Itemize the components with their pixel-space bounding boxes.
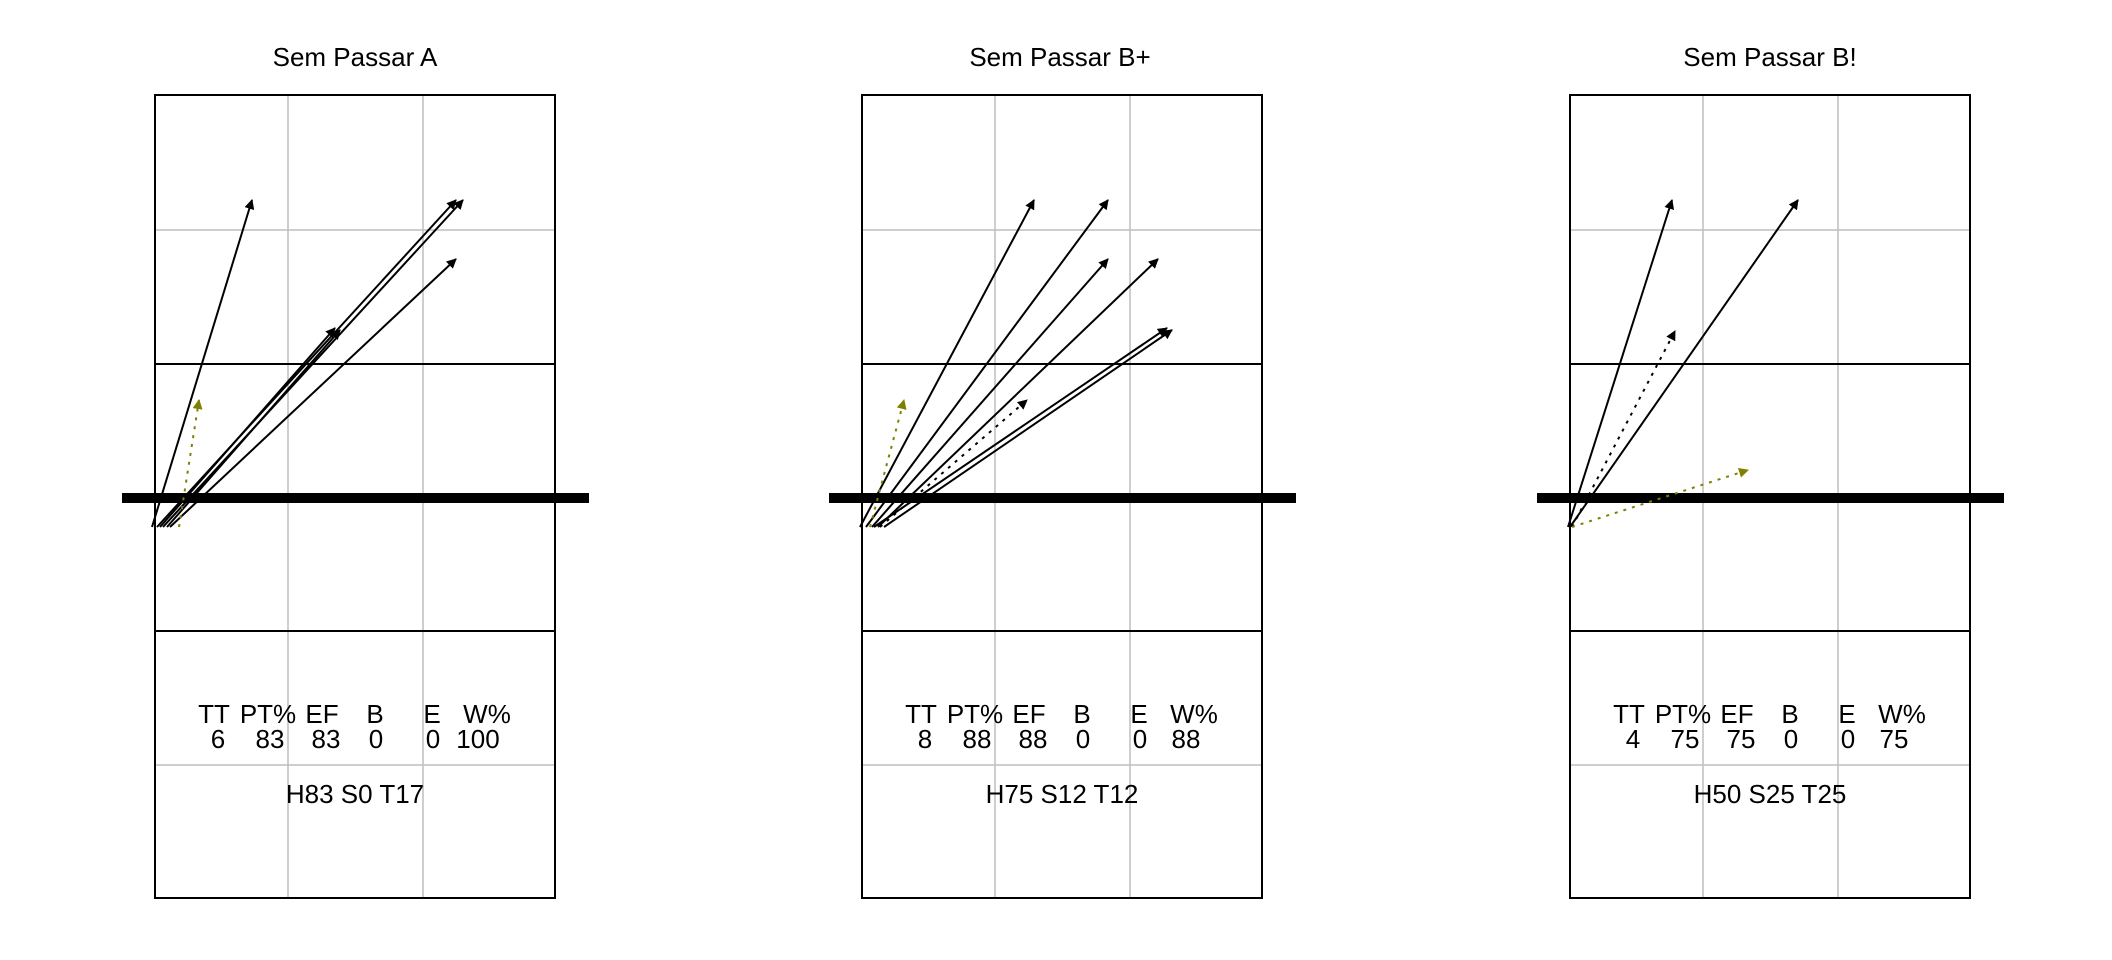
serve-arrow (178, 399, 203, 528)
stats-value-pt: 83 (256, 724, 285, 754)
summary: H50 S25 T25 (1694, 779, 1847, 809)
stats-value-w: 88 (1172, 724, 1201, 754)
stats-header-tt: TT (198, 699, 230, 729)
serve-arrow (166, 329, 341, 528)
stats-value-tt: 4 (1626, 724, 1640, 754)
serve-arrow (159, 327, 336, 528)
serve-arrow (879, 399, 1028, 528)
stats-value-tt: 6 (211, 724, 225, 754)
stats-header-e: E (1130, 699, 1147, 729)
stats-header-w: W% (463, 699, 511, 729)
stats-value-e: 0 (1133, 724, 1147, 754)
serve-arrow (873, 327, 1168, 528)
serve-arrow (871, 258, 1109, 528)
stats-value-pt: 88 (963, 724, 992, 754)
stats-value-ef: 75 (1727, 724, 1756, 754)
serve-arrow (162, 199, 464, 528)
serve-arrow (877, 258, 1159, 528)
stats-header-ef: EF (305, 699, 338, 729)
serve-arrow (151, 199, 255, 528)
panel-2: Sem Passar B+ TT PT% EF B (829, 42, 1296, 899)
stats-header-w: W% (1878, 699, 1926, 729)
serve-arrow (859, 199, 1035, 528)
stats-value-ef: 83 (312, 724, 341, 754)
stats-header-pt: PT% (240, 699, 296, 729)
stats-header-b: B (366, 699, 383, 729)
stats-value-tt: 8 (918, 724, 932, 754)
stats-header-tt: TT (1613, 699, 1645, 729)
serve-arrow (1567, 199, 1675, 528)
stats-table: TT PT% EF B E W% 8 88 88 0 0 88 (905, 699, 1218, 754)
stats-header-pt: PT% (1655, 699, 1711, 729)
stats-header-e: E (1838, 699, 1855, 729)
serve-arrows (859, 199, 1173, 528)
stats-value-w: 75 (1880, 724, 1909, 754)
serve-arrows (151, 199, 464, 528)
serve-arrow (883, 329, 1173, 528)
stats-header-pt: PT% (947, 699, 1003, 729)
stats-value-w: 100 (456, 724, 499, 754)
stats-header-e: E (423, 699, 440, 729)
stats-header-tt: TT (905, 699, 937, 729)
serve-arrow (869, 399, 907, 528)
panel-1: Sem Passar A TT PT% EF B E (122, 42, 589, 899)
serve-arrow (865, 199, 1109, 528)
serve-arrow (1569, 199, 1799, 528)
stats-value-e: 0 (1841, 724, 1855, 754)
serve-arrow (169, 258, 457, 528)
stats-header-b: B (1073, 699, 1090, 729)
stats-value-e: 0 (426, 724, 440, 754)
serve-arrows (1567, 199, 1799, 528)
panel-title: Sem Passar B! (1683, 42, 1856, 72)
stats-value-pt: 75 (1671, 724, 1700, 754)
serve-arrow (1571, 330, 1676, 528)
stats-header-w: W% (1170, 699, 1218, 729)
summary: H75 S12 T12 (986, 779, 1139, 809)
serve-arrow (1571, 468, 1749, 528)
stats-header-ef: EF (1720, 699, 1753, 729)
stats-header-ef: EF (1012, 699, 1045, 729)
summary: H83 S0 T17 (286, 779, 424, 809)
stats-value-b: 0 (369, 724, 383, 754)
stats-value-ef: 88 (1019, 724, 1048, 754)
panel-title: Sem Passar B+ (969, 42, 1150, 72)
stats-table: TT PT% EF B E W% 6 83 83 0 0 100 (198, 699, 511, 754)
stats-header-b: B (1781, 699, 1798, 729)
stats-value-b: 0 (1076, 724, 1090, 754)
panel-3: Sem Passar B! TT PT% EF B E W% 4 (1537, 42, 2004, 899)
panel-title: Sem Passar A (273, 42, 438, 72)
stats-value-b: 0 (1784, 724, 1798, 754)
stats-table: TT PT% EF B E W% 4 75 75 0 0 75 (1613, 699, 1926, 754)
